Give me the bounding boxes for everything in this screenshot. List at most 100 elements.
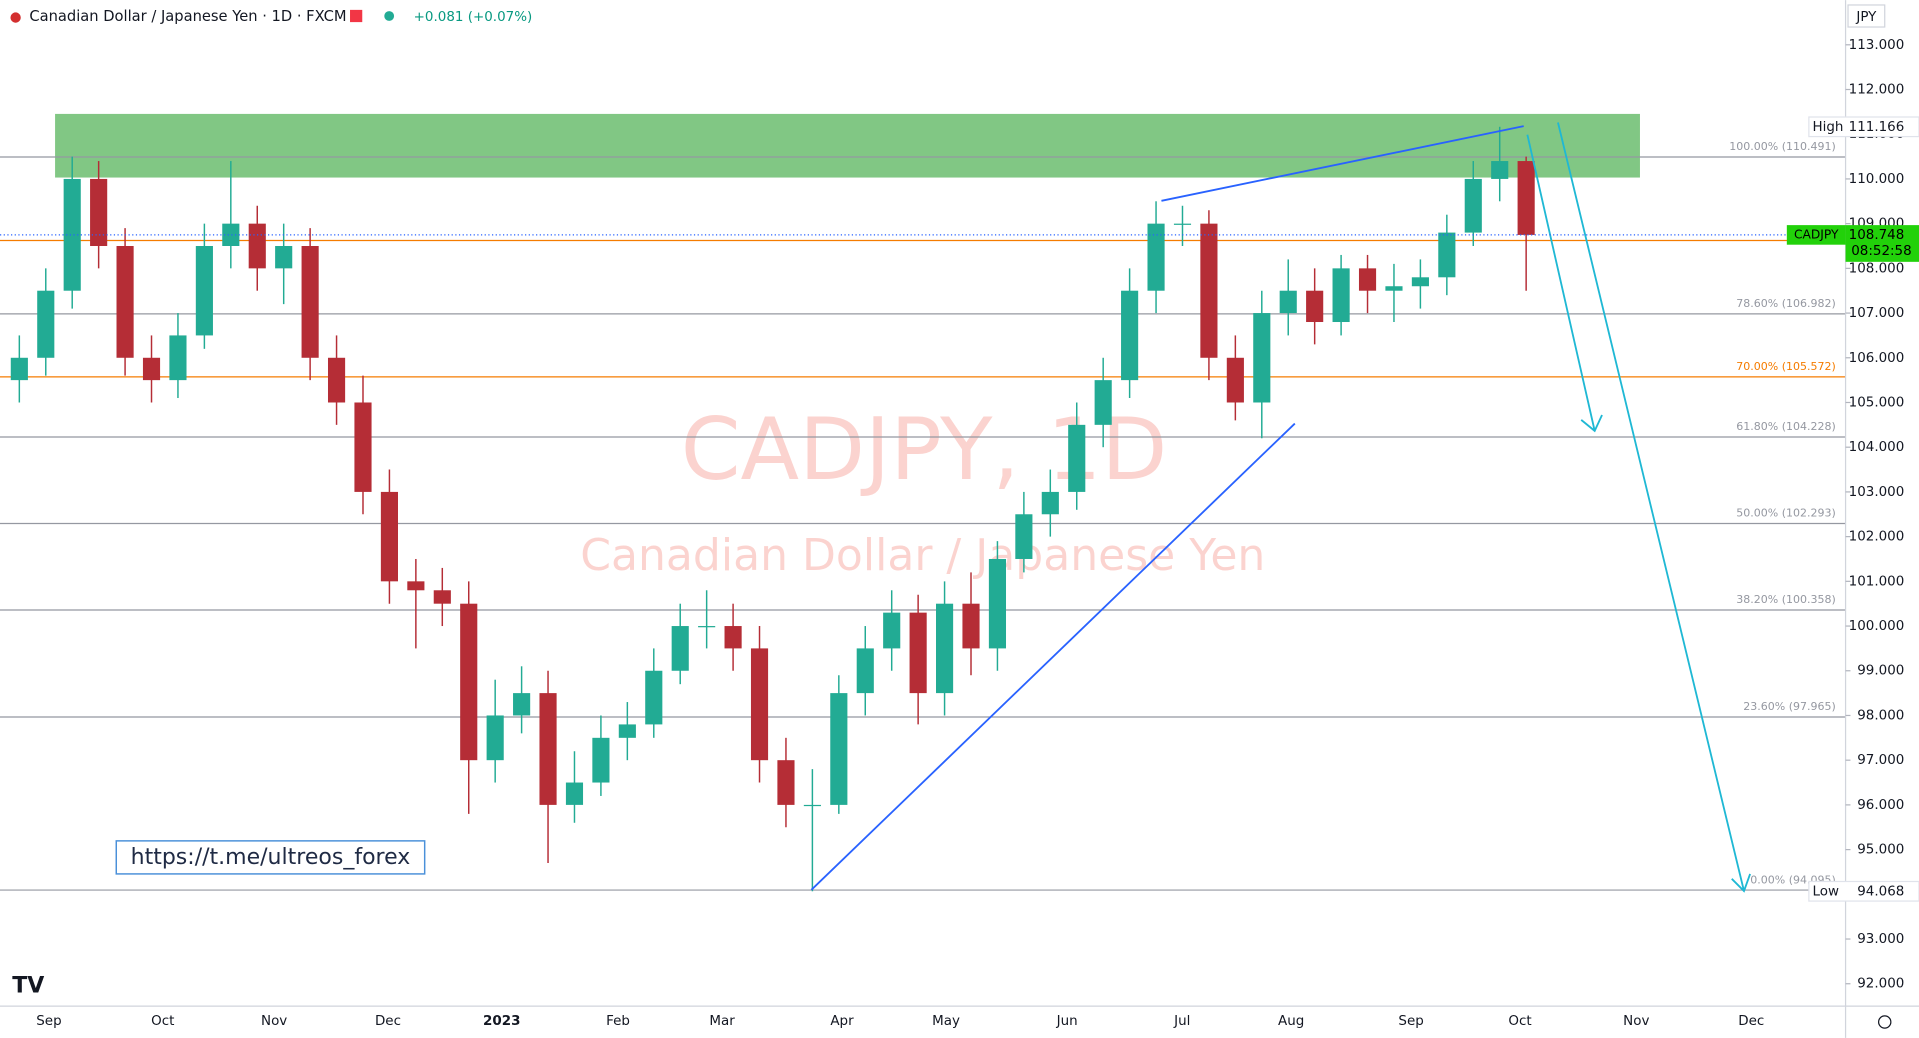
fib-label: 50.00% (102.293): [1736, 507, 1836, 520]
candle-body: [63, 178, 81, 291]
resistance-zone: [55, 113, 1640, 178]
plot-area: CADJPY, 1D Canadian Dollar / Japanese Ye…: [55, 113, 1640, 581]
flag[interactable]: [350, 9, 363, 23]
candle-body: [1411, 277, 1429, 287]
candle-body: [830, 693, 848, 805]
candle-body: [10, 357, 28, 381]
marker-label: High: [1813, 120, 1844, 135]
countdown: 08:52:58: [1851, 244, 1911, 259]
candle-body: [1306, 290, 1324, 323]
candle-body: [750, 648, 769, 761]
watermark-subtitle: Canadian Dollar / Japanese Yen: [580, 530, 1265, 581]
marker-value: 94.068: [1857, 884, 1904, 899]
y-tick-label: 98.000: [1857, 708, 1904, 723]
candle-body: [1358, 268, 1377, 291]
candle-body: [1200, 223, 1218, 358]
candle-body: [354, 402, 372, 492]
flag-icon: ●: [10, 10, 22, 25]
candle-body: [671, 626, 689, 671]
x-tick-label: Feb: [606, 1014, 630, 1029]
candle-body: [222, 223, 240, 246]
y-tick-label: 104.000: [1849, 440, 1905, 455]
marker-label: Low: [1813, 884, 1840, 899]
link[interactable]: https://t.me/ultreos_forex: [131, 845, 411, 870]
fib-label: 61.80% (104.228): [1736, 420, 1836, 433]
price-change: +0.081 (+0.07%): [414, 10, 533, 25]
candle-body: [327, 357, 346, 403]
candle-body: [565, 782, 584, 805]
x-tick-label: Aug: [1278, 1014, 1304, 1029]
x-tick-label: Sep: [1398, 1014, 1423, 1029]
y-tick-label: 107.000: [1849, 306, 1905, 321]
link-box[interactable]: [115, 840, 426, 875]
arrow: [1526, 134, 1603, 433]
last-value-box: [1845, 225, 1919, 262]
candle-body: [1015, 514, 1033, 559]
marker-box: [1808, 880, 1919, 902]
candle-body: [1491, 161, 1509, 179]
candle-body: [1279, 290, 1297, 314]
candle-body: [1041, 491, 1059, 515]
y-tick-label: 112.000: [1849, 83, 1905, 98]
x-tick-label: Oct: [151, 1014, 174, 1029]
currency[interactable]: JPY: [1855, 10, 1877, 25]
currency-box[interactable]: [1847, 4, 1886, 28]
candle-body: [1068, 424, 1086, 492]
candle-body: [1147, 223, 1165, 291]
candle-body: [883, 612, 901, 649]
last-value: 108.748: [1849, 228, 1905, 243]
trend-line: [810, 422, 1296, 891]
x-tick-label: Sep: [36, 1014, 61, 1029]
y-tick-label: 92.000: [1857, 977, 1904, 992]
fib-label: 78.60% (106.982): [1736, 297, 1836, 310]
x-tick-label: Jul: [1173, 1014, 1190, 1029]
y-tick-label: 113.000: [1849, 38, 1905, 53]
candle-body: [962, 603, 980, 649]
candle-body: [618, 724, 636, 738]
candle-body: [1332, 268, 1350, 323]
y-tick-label: 100.000: [1849, 619, 1905, 634]
candle-body: [1517, 161, 1535, 235]
y-tick-label: 103.000: [1849, 485, 1905, 500]
x-tick-label: Jun: [1056, 1014, 1078, 1029]
x-tick-label: Dec: [1738, 1014, 1764, 1029]
candle-body: [592, 737, 610, 783]
candle-body: [275, 245, 293, 269]
arrow: [1557, 122, 1751, 893]
candle-body: [301, 245, 319, 358]
logo[interactable]: TV: [12, 974, 44, 999]
candle-body: [90, 178, 108, 246]
y-tick-label: 93.000: [1857, 932, 1904, 947]
candle-body: [248, 223, 266, 269]
x-tick-label: Mar: [709, 1014, 735, 1029]
settings-icon[interactable]: [1878, 1015, 1892, 1029]
symbol-title[interactable]: Canadian Dollar / Japanese Yen · 1D · FX…: [29, 8, 346, 25]
marker-box: [1808, 116, 1919, 138]
candle-body: [1464, 178, 1482, 233]
x-tick-label: Apr: [830, 1014, 854, 1029]
candle-body: [936, 603, 954, 694]
candle-body: [380, 491, 398, 582]
candle-body: [1438, 232, 1456, 278]
candle-body: [407, 581, 425, 591]
y-tick-label: 105.000: [1849, 395, 1905, 410]
candle-body: [909, 612, 927, 694]
candle-body: [169, 335, 187, 381]
candle-body: [486, 715, 504, 761]
marker-value: 111.166: [1849, 120, 1905, 135]
y-tick-label: 106.000: [1849, 351, 1905, 366]
x-tick-label: Nov: [261, 1014, 287, 1029]
candle-body: [1121, 290, 1139, 381]
candle-body: [539, 693, 557, 805]
fib-label: 23.60% (97.965): [1743, 700, 1836, 713]
candle-body: [195, 245, 213, 336]
y-tick-label: 97.000: [1857, 753, 1904, 768]
last-label-box: [1786, 225, 1846, 245]
candles: 100.00% (110.491)88.60%78.60% (106.982)7…: [0, 126, 1846, 892]
candle-body: [698, 626, 716, 628]
drawings: [810, 122, 1751, 893]
x-tick-label: 2023: [483, 1014, 520, 1029]
y-tick-label: 95.000: [1857, 843, 1904, 858]
x-tick-label: Nov: [1623, 1014, 1649, 1029]
x-tick-label: Oct: [1508, 1014, 1531, 1029]
